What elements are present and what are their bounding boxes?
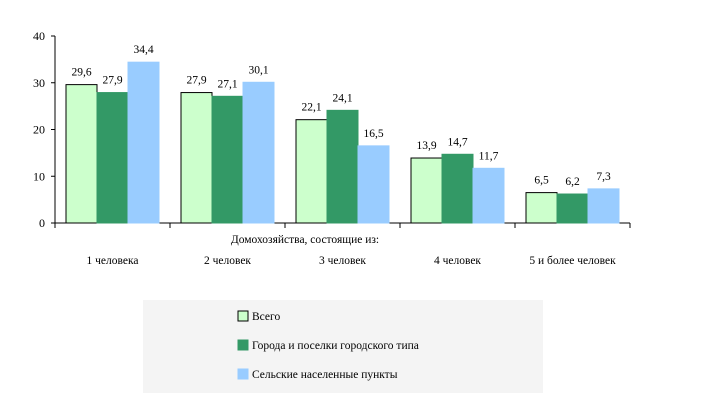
- legend-swatch: [237, 368, 249, 380]
- bar: [295, 119, 328, 224]
- bar: [180, 92, 213, 224]
- bar: [65, 84, 98, 224]
- data-label: 11,7: [479, 150, 499, 162]
- y-tick-label: 40: [33, 29, 45, 43]
- legend-label: Города и поселки городского типа: [252, 340, 419, 352]
- x-category-label: 1 человека: [87, 255, 139, 267]
- data-label: 13,9: [416, 140, 436, 152]
- y-tick-label: 30: [33, 76, 45, 90]
- data-label: 24,1: [332, 92, 352, 104]
- bar: [472, 167, 505, 224]
- data-label: 27,1: [217, 78, 237, 90]
- data-label: 27,9: [186, 75, 206, 87]
- bar: [96, 92, 129, 224]
- data-label: 34,4: [133, 44, 153, 56]
- legend-label: Сельские населенные пункты: [252, 369, 398, 381]
- legend-swatch: [237, 310, 249, 322]
- y-tick-label: 0: [39, 216, 45, 230]
- bar: [556, 193, 589, 224]
- x-axis-title: Домохозяйства, состоящие из:: [231, 234, 379, 246]
- data-label: 6,2: [565, 176, 580, 188]
- bar: [410, 157, 443, 224]
- bars: [65, 61, 620, 224]
- data-label: 27,9: [102, 75, 122, 87]
- data-label: 14,7: [447, 136, 467, 148]
- y-tick-label: 20: [33, 123, 45, 137]
- bar: [525, 192, 558, 224]
- data-labels: 29,6 27,9 22,1 13,9 6,5 27,9 27,1 24,1 14,7 6,2 34…: [71, 44, 611, 188]
- x-category-label: 4 человек: [434, 255, 481, 267]
- data-label: 6,5: [534, 175, 549, 187]
- x-category-label: 3 человек: [319, 255, 366, 267]
- data-label: 7,3: [596, 171, 611, 183]
- legend-background: [143, 300, 543, 393]
- legend-label: Всего: [252, 311, 280, 323]
- bar: [357, 145, 390, 224]
- bar: [326, 109, 359, 224]
- bar: [211, 95, 244, 224]
- bar: [587, 188, 620, 224]
- x-category-label: 2 человек: [204, 255, 251, 267]
- bar: [242, 81, 275, 224]
- x-category-label: 5 и более человек: [529, 255, 616, 267]
- data-label: 16,5: [363, 128, 383, 140]
- data-label: 29,6: [71, 67, 91, 79]
- legend: Всего Города и поселки городского типа Сел…: [143, 300, 543, 393]
- y-tick-label: 10: [33, 169, 45, 183]
- data-label: 30,1: [248, 64, 268, 76]
- bar: [127, 61, 160, 224]
- legend-swatch: [237, 339, 249, 351]
- data-label: 22,1: [301, 102, 321, 114]
- bar: [441, 153, 474, 224]
